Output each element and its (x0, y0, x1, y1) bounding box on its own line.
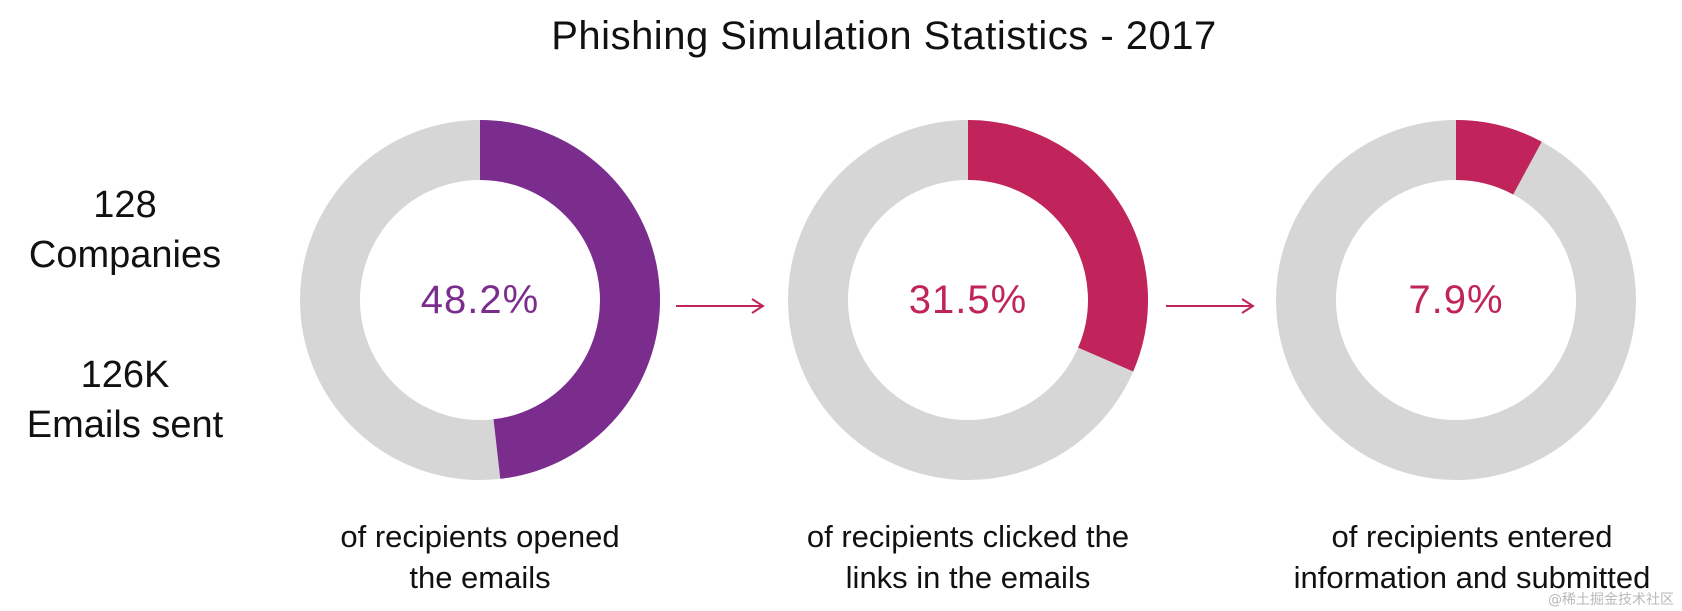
donut-submitted-arc (1455, 120, 1542, 195)
caption-clicked-line-2: links in the emails (845, 560, 1091, 595)
donut-clicked-arc (967, 120, 1148, 372)
companies-stat: 128 Companies (0, 180, 250, 280)
emails-count: 126K (80, 354, 170, 396)
caption-clicked-line-1: of recipients clicked the (806, 519, 1130, 554)
chart-title: Phishing Simulation Statistics - 2017 (551, 14, 1217, 58)
caption-submitted-line-1: of recipients entered (1331, 519, 1613, 554)
companies-count: 128 (93, 184, 157, 226)
companies-label: Companies (28, 234, 222, 276)
donut-opened: 48.2% (300, 120, 660, 480)
donut-submitted: 7.9% (1276, 120, 1636, 480)
donut-submitted-label: 7.9% (1408, 277, 1504, 322)
caption-opened-line-2: the emails (409, 560, 551, 595)
arrow-right-icon (1166, 298, 1255, 314)
donut-opened-label: 48.2% (420, 277, 540, 322)
donut-submitted-svg (1276, 120, 1636, 480)
arrow-right-icon (676, 298, 765, 314)
caption-submitted: of recipients entered information and su… (1262, 516, 1682, 598)
arrow-2-head (1241, 298, 1255, 314)
donut-clicked-label: 31.5% (908, 277, 1028, 322)
watermark: @稀土掘金技术社区 (1548, 592, 1674, 608)
donut-clicked-svg (788, 120, 1148, 480)
caption-opened-line-1: of recipients opened (340, 519, 620, 554)
donut-opened-arc (479, 120, 660, 479)
emails-label: Emails sent (26, 404, 224, 446)
arrow-1-head (751, 298, 765, 314)
caption-opened: of recipients opened the emails (270, 516, 690, 598)
donut-opened-svg (300, 120, 660, 480)
donut-clicked: 31.5% (788, 120, 1148, 480)
emails-stat: 126K Emails sent (0, 350, 250, 450)
caption-clicked: of recipients clicked the links in the e… (758, 516, 1178, 598)
caption-submitted-line-2: information and submitted (1293, 560, 1651, 595)
